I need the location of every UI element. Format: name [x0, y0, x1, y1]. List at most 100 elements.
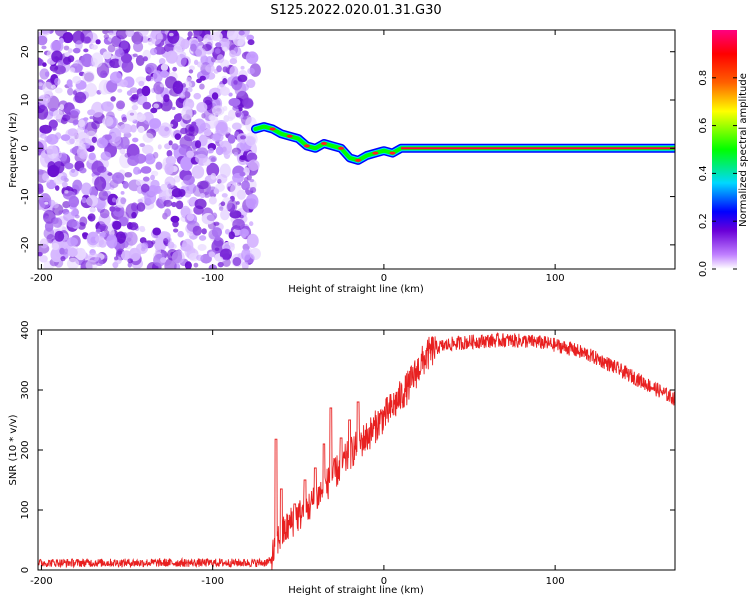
- noise-speck: [191, 121, 197, 126]
- snr-y-tick-label: 100: [20, 500, 31, 519]
- noise-speck: [44, 201, 49, 205]
- noise-speck: [41, 45, 47, 50]
- noise-speck: [238, 30, 245, 36]
- noise-speck: [120, 53, 132, 64]
- noise-speck: [208, 251, 216, 258]
- noise-speck: [133, 166, 141, 175]
- signal-peak-blob: [372, 151, 379, 155]
- noise-speck: [216, 65, 222, 73]
- heatmap-y-ticks: 20 10 0 -10 -20: [20, 45, 675, 253]
- noise-speck: [192, 30, 203, 36]
- noise-speck: [52, 217, 63, 228]
- noise-speck: [208, 196, 217, 205]
- noise-speck: [52, 126, 57, 131]
- noise-speck: [191, 165, 205, 179]
- noise-speck: [60, 175, 67, 181]
- noise-speck: [172, 228, 179, 233]
- noise-speck: [155, 248, 162, 254]
- noise-speck: [76, 127, 84, 134]
- noise-speck: [246, 34, 255, 41]
- noise-speck: [163, 199, 173, 207]
- snr-y-tick-label: 200: [20, 440, 31, 459]
- noise-speck: [94, 235, 105, 243]
- noise-speck: [155, 198, 164, 208]
- noise-speck: [76, 146, 88, 159]
- noise-speck: [124, 171, 133, 178]
- colorbar-tick-label: 0.8: [698, 70, 709, 86]
- noise-speck: [54, 230, 65, 242]
- noise-speck: [60, 255, 66, 262]
- noise-speck: [167, 241, 175, 249]
- noise-speck: [152, 227, 162, 236]
- colorbar-tick-label: 0.4: [698, 165, 709, 181]
- signal-peak-blob: [320, 141, 327, 145]
- noise-speck: [222, 66, 228, 73]
- noise-speck: [81, 197, 87, 204]
- noise-speck: [50, 40, 64, 53]
- noise-speck: [206, 162, 220, 178]
- noise-speck: [39, 124, 52, 134]
- heatmap-x-tick-label: -100: [201, 273, 224, 284]
- colorbar-tick-label: 0.2: [698, 213, 709, 229]
- noise-speck: [72, 75, 82, 84]
- noise-speck: [197, 244, 207, 251]
- colorbar-tick-label: 0.6: [698, 118, 709, 134]
- noise-speck: [111, 197, 117, 203]
- noise-speck: [59, 104, 65, 111]
- heatmap-x-ticks: -200 -100 0 100: [30, 30, 565, 284]
- noise-speck: [240, 65, 245, 70]
- noise-speck: [150, 107, 158, 114]
- noise-speck: [78, 119, 86, 128]
- noise-speck: [52, 202, 59, 209]
- noise-speck: [166, 149, 173, 157]
- noise-speck: [229, 65, 239, 78]
- noise-speck: [171, 250, 185, 264]
- colorbar: 0.0 0.2 0.4 0.6 0.8 Normalized spectral ampl…: [698, 30, 749, 277]
- snr-x-tick-label: 100: [546, 576, 565, 587]
- noise-speck: [109, 58, 122, 69]
- noise-speck: [38, 105, 49, 120]
- noise-speck: [247, 67, 255, 75]
- noise-speck: [42, 62, 47, 67]
- noise-speck: [38, 193, 52, 209]
- noise-speck: [173, 113, 183, 123]
- noise-speck: [153, 103, 160, 109]
- noise-speck: [38, 57, 43, 66]
- noise-speck: [54, 64, 66, 75]
- noise-speck: [141, 242, 149, 250]
- noise-speck: [132, 53, 138, 58]
- noise-speck: [232, 218, 245, 231]
- signal-peak-blob: [389, 151, 396, 155]
- noise-speck: [48, 119, 58, 129]
- noise-speck: [140, 183, 150, 193]
- noise-speck: [95, 39, 101, 45]
- noise-speck: [139, 225, 145, 231]
- noise-speck: [164, 162, 174, 175]
- noise-speck: [246, 233, 259, 248]
- noise-speck: [179, 94, 186, 99]
- snr-x-tick-label: -200: [30, 576, 53, 587]
- noise-speck: [244, 172, 250, 176]
- noise-speck: [245, 162, 251, 166]
- noise-speck: [39, 255, 48, 263]
- heatmap-x-tick-label: -200: [30, 273, 53, 284]
- noise-speck: [218, 206, 224, 211]
- noise-speck: [64, 162, 74, 170]
- noise-speck: [171, 201, 177, 208]
- noise-speck: [82, 70, 95, 84]
- noise-speck: [91, 101, 104, 118]
- noise-speck: [142, 176, 150, 182]
- noise-speck: [186, 76, 192, 83]
- snr-x-tick-label: 0: [381, 576, 387, 587]
- snr-x-ticks: -200 -100 0 100: [30, 330, 565, 587]
- noise-speck: [99, 208, 110, 219]
- noise-speck: [100, 101, 114, 112]
- noise-speck: [125, 30, 135, 38]
- noise-speck: [38, 251, 43, 257]
- noise-speck: [206, 214, 217, 222]
- noise-speck: [247, 159, 260, 171]
- noise-speck: [160, 70, 169, 78]
- colorbar-gradient: [712, 30, 737, 269]
- noise-speck: [89, 116, 94, 120]
